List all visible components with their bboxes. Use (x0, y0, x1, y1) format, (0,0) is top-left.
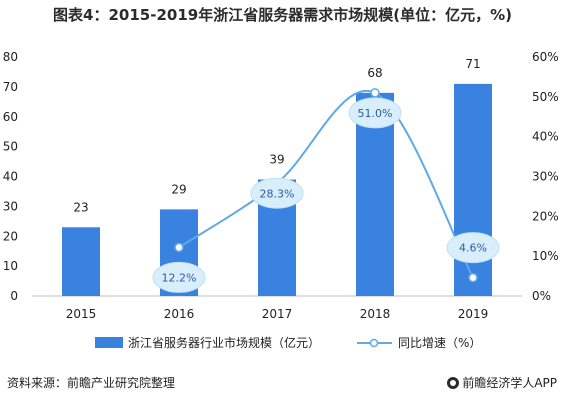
x-tick-label: 2015 (66, 307, 97, 321)
y-left-tick-label: 10 (3, 259, 18, 273)
x-tick-label: 2018 (360, 307, 391, 321)
y-left-tick-label: 50 (3, 140, 18, 154)
y-right-tick-label: 50% (532, 90, 559, 104)
y-left-tick-label: 60 (3, 110, 18, 124)
growth-point-2018 (370, 88, 380, 98)
growth-line-path (178, 89, 474, 279)
y-right-tick-label: 10% (532, 249, 559, 263)
growth-label-bubble (250, 177, 304, 209)
bar-labels: 23 29 39 68 71 (73, 57, 480, 214)
growth-value-label: 4.6% (459, 242, 487, 255)
legend-line-label: 同比增速（%） (398, 336, 481, 350)
credit: 前瞻经济学人APP (447, 374, 557, 391)
bar-value-label: 71 (465, 57, 480, 71)
y-left-tick-label: 70 (3, 80, 18, 94)
x-tick-label: 2017 (262, 307, 293, 321)
credit-text: 前瞻经济学人APP (462, 376, 557, 390)
y-left-tick-label: 40 (3, 170, 18, 184)
chart-title: 图表4：2015-2019年浙江省服务器需求市场规模(单位：亿元，%) (53, 6, 512, 24)
growth-label-bubble (348, 97, 402, 129)
bar-2015 (62, 227, 100, 296)
y-right-tick-label: 40% (532, 130, 559, 144)
bar-value-label: 68 (367, 66, 382, 80)
legend-line-marker (369, 338, 379, 348)
legend-bar-label: 浙江省服务器行业市场规模（亿元） (128, 335, 320, 350)
x-tick-label: 2019 (458, 307, 489, 321)
legend: 浙江省服务器行业市场规模（亿元） 同比增速（%） (95, 335, 481, 350)
growth-point-2016 (174, 242, 184, 253)
credit-logo-icon (447, 376, 460, 389)
y-right-tick-label: 0% (532, 289, 551, 303)
growth-label-bubble (446, 232, 500, 264)
legend-bar-swatch (95, 337, 123, 348)
bar-value-label: 23 (73, 200, 88, 214)
growth-value-label: 51.0% (358, 107, 393, 120)
x-tick-label: 2016 (164, 307, 195, 321)
growth-point-2019 (468, 272, 478, 283)
source-note: 资料来源：前瞻产业研究院整理 (7, 376, 176, 390)
bars (62, 83, 492, 296)
y-right-tick-label: 20% (532, 209, 559, 223)
growth-labels: 12.2% 28.3% 51.0% 4.6% (152, 97, 500, 293)
y-left-tick-label: 80 (3, 50, 18, 64)
y-left-tick-label: 0 (10, 289, 18, 303)
y-right-tick-label: 60% (532, 50, 559, 64)
y-left-tick-label: 30 (3, 199, 18, 213)
bar-value-label: 29 (171, 182, 186, 196)
y-left-tick-label: 20 (3, 229, 18, 243)
growth-value-label: 12.2% (162, 271, 197, 284)
bar-2019 (454, 83, 492, 296)
axes: 0 10 20 30 40 50 60 70 80 0% 10% 20% 30% 40% 50% 60% 201… (3, 50, 559, 321)
growth-value-label: 28.3% (260, 187, 295, 200)
growth-label-bubble (152, 261, 206, 293)
y-right-tick-label: 30% (532, 170, 559, 184)
growth-line (174, 88, 478, 283)
bar-value-label: 39 (269, 152, 284, 166)
